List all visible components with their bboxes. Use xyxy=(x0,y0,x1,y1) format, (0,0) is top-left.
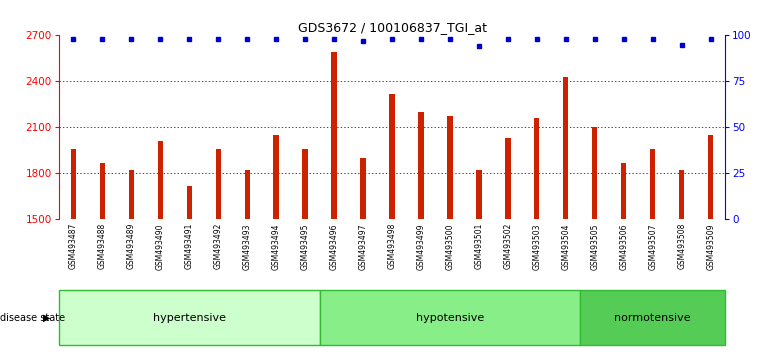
Bar xyxy=(505,138,510,219)
Bar xyxy=(563,77,568,219)
Text: GSM493500: GSM493500 xyxy=(445,223,455,269)
Text: GSM493495: GSM493495 xyxy=(300,223,310,269)
Text: GSM493491: GSM493491 xyxy=(185,223,194,269)
Text: GSM493493: GSM493493 xyxy=(242,223,252,269)
Text: ▶: ▶ xyxy=(43,313,51,323)
Text: GSM493506: GSM493506 xyxy=(619,223,628,269)
Bar xyxy=(477,170,481,219)
Bar xyxy=(534,118,539,219)
Text: GSM493503: GSM493503 xyxy=(532,223,542,269)
Text: GSM493494: GSM493494 xyxy=(271,223,281,269)
Bar xyxy=(592,127,597,219)
Text: GSM493509: GSM493509 xyxy=(706,223,715,269)
Text: normotensive: normotensive xyxy=(615,313,691,323)
Bar xyxy=(361,158,365,219)
Bar xyxy=(129,170,134,219)
Text: GSM493488: GSM493488 xyxy=(98,223,107,269)
Text: GSM493504: GSM493504 xyxy=(561,223,570,269)
Text: GSM493502: GSM493502 xyxy=(503,223,513,269)
Bar xyxy=(448,116,452,219)
Text: GSM493489: GSM493489 xyxy=(127,223,136,269)
Bar xyxy=(187,186,192,219)
Bar xyxy=(274,135,279,219)
Bar xyxy=(245,170,250,219)
Bar xyxy=(419,112,423,219)
Title: GDS3672 / 100106837_TGI_at: GDS3672 / 100106837_TGI_at xyxy=(297,21,487,34)
Text: GSM493508: GSM493508 xyxy=(677,223,686,269)
Bar xyxy=(320,290,580,345)
Text: GSM493490: GSM493490 xyxy=(156,223,165,269)
Text: GSM493497: GSM493497 xyxy=(358,223,368,269)
Text: GSM493499: GSM493499 xyxy=(416,223,426,269)
Legend: count, percentile rank within the sample: count, percentile rank within the sample xyxy=(64,350,266,354)
Bar xyxy=(390,94,394,219)
Bar xyxy=(59,290,320,345)
Bar xyxy=(708,135,713,219)
Text: GSM493492: GSM493492 xyxy=(214,223,223,269)
Bar xyxy=(100,163,105,219)
Text: GSM493505: GSM493505 xyxy=(590,223,599,269)
Bar xyxy=(679,170,684,219)
Text: GSM493501: GSM493501 xyxy=(474,223,484,269)
Bar xyxy=(650,149,655,219)
Bar xyxy=(621,163,626,219)
Text: disease state: disease state xyxy=(0,313,65,323)
Bar xyxy=(580,290,725,345)
Text: hypotensive: hypotensive xyxy=(416,313,484,323)
Text: GSM493487: GSM493487 xyxy=(69,223,78,269)
Text: GSM493496: GSM493496 xyxy=(329,223,339,269)
Text: GSM493507: GSM493507 xyxy=(648,223,657,269)
Bar xyxy=(71,149,76,219)
Bar xyxy=(216,149,221,219)
Bar xyxy=(303,149,307,219)
Bar xyxy=(158,141,163,219)
Bar xyxy=(332,52,336,219)
Text: hypertensive: hypertensive xyxy=(153,313,226,323)
Text: GSM493498: GSM493498 xyxy=(387,223,397,269)
